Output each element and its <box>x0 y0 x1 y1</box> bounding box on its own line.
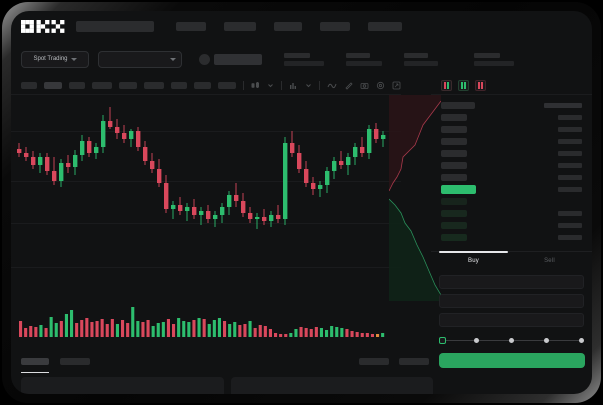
order-price-field[interactable] <box>439 275 584 289</box>
tab-buy[interactable]: Buy <box>468 258 479 264</box>
slider-mark-50[interactable] <box>509 338 514 343</box>
amount-slider[interactable] <box>439 337 585 345</box>
tab-open-orders[interactable] <box>21 357 49 373</box>
orderbook-bid-row[interactable] <box>441 197 592 206</box>
slider-handle[interactable] <box>439 337 446 344</box>
market-stat-1 <box>284 52 324 66</box>
nav-item-5[interactable] <box>368 21 402 31</box>
orderbook[interactable] <box>431 95 592 242</box>
price-chart[interactable] <box>11 95 401 301</box>
timeframe-8[interactable] <box>193 82 212 89</box>
chart-toolbar <box>11 77 401 95</box>
orderbook-header-row <box>441 101 592 110</box>
timeframe-4[interactable] <box>91 82 113 89</box>
orderbook-sells-icon[interactable] <box>475 80 486 91</box>
orders-action-1[interactable] <box>359 357 389 365</box>
slider-mark-75[interactable] <box>544 338 549 343</box>
orderbook-ask-row[interactable] <box>441 113 592 122</box>
timeframe-5[interactable] <box>119 82 138 89</box>
spot-trading-button[interactable]: Spot Trading <box>21 50 89 68</box>
slider-mark-100[interactable] <box>579 338 584 343</box>
top-navigation-bar <box>11 11 592 41</box>
coin-avatar-icon <box>199 53 210 65</box>
timeframe-6[interactable] <box>144 82 164 89</box>
submit-buy-button[interactable] <box>439 353 585 368</box>
orderbook-buys-icon[interactable] <box>458 80 469 91</box>
orderbook-toolbar <box>431 77 592 95</box>
order-total-field[interactable] <box>439 313 584 327</box>
tab-sell[interactable]: Sell <box>544 258 555 264</box>
search-input[interactable] <box>76 20 154 32</box>
nav-item-4[interactable] <box>320 21 350 31</box>
toolbar-divider <box>319 81 321 90</box>
orderbook-bid-row[interactable] <box>441 233 592 242</box>
nav-item-1[interactable] <box>176 21 206 31</box>
depth-chart <box>389 95 441 301</box>
gridline <box>11 267 401 268</box>
buy-sell-tabs: Buy Sell <box>431 251 592 271</box>
line-tool-icon[interactable] <box>327 81 337 90</box>
nav-item-2[interactable] <box>224 21 256 31</box>
gridline <box>11 181 401 182</box>
orderbook-last-price-row[interactable] <box>441 185 592 194</box>
order-amount-field[interactable] <box>439 294 584 308</box>
pair-select[interactable] <box>98 50 182 68</box>
depth-chart-svg <box>389 95 441 301</box>
timeframe-9[interactable] <box>218 82 237 89</box>
orders-tabbar-actions <box>359 357 441 365</box>
gridline <box>11 223 401 224</box>
orderbook-ask-row[interactable] <box>441 137 592 146</box>
orders-panel-left[interactable] <box>21 377 224 394</box>
slider-mark-25[interactable] <box>474 338 479 343</box>
orderbook-ask-row[interactable] <box>441 161 592 170</box>
volume-series <box>19 307 385 337</box>
toolbar-divider <box>243 81 245 90</box>
orderbook-bid-row[interactable] <box>441 221 592 230</box>
orderbook-ask-row[interactable] <box>441 125 592 134</box>
timeframe-1[interactable] <box>21 82 37 89</box>
chevron-down-icon[interactable] <box>267 82 274 89</box>
orderbook-ask-row[interactable] <box>441 149 592 158</box>
camera-icon[interactable] <box>360 81 369 90</box>
right-column: Buy Sell <box>431 77 592 394</box>
chevron-down-icon <box>170 57 176 61</box>
active-tab-indicator <box>439 251 508 253</box>
okx-logo-icon[interactable] <box>21 19 65 33</box>
orders-tabbar <box>11 351 441 373</box>
chevron-down-icon <box>70 57 77 61</box>
market-stat-2 <box>346 52 382 66</box>
orderbook-ask-row[interactable] <box>441 173 592 182</box>
orders-action-2[interactable] <box>399 357 429 365</box>
nav-item-3[interactable] <box>274 21 302 31</box>
orders-panels <box>21 377 433 394</box>
timeframe-2[interactable] <box>43 82 62 89</box>
market-subheader: Spot Trading <box>11 41 592 77</box>
nav-items <box>176 21 402 31</box>
volume-chart <box>11 301 401 351</box>
pair-name <box>214 53 262 65</box>
candlestick-series <box>17 107 386 229</box>
candlestick-type-icon[interactable] <box>251 81 260 90</box>
brush-tool-icon[interactable] <box>344 81 353 90</box>
tab-order-history[interactable] <box>60 357 90 365</box>
orderbook-bid-row[interactable] <box>441 209 592 218</box>
orderbook-both-icon[interactable] <box>441 80 452 91</box>
timeframe-3[interactable] <box>68 82 85 89</box>
fullscreen-icon[interactable] <box>392 81 401 90</box>
spot-trading-label: Spot Trading <box>33 56 68 62</box>
indicators-icon[interactable] <box>289 81 298 90</box>
market-stat-4 <box>474 52 514 66</box>
orders-panel-right[interactable] <box>230 377 433 394</box>
settings-gear-icon[interactable] <box>376 81 385 90</box>
timeframe-7[interactable] <box>170 82 187 89</box>
market-stat-3 <box>404 52 438 66</box>
app-screen: Spot Trading <box>11 11 592 394</box>
toolbar-divider <box>281 81 283 90</box>
chevron-down-icon[interactable] <box>305 82 312 89</box>
gridline <box>11 131 401 132</box>
order-form <box>439 275 584 332</box>
